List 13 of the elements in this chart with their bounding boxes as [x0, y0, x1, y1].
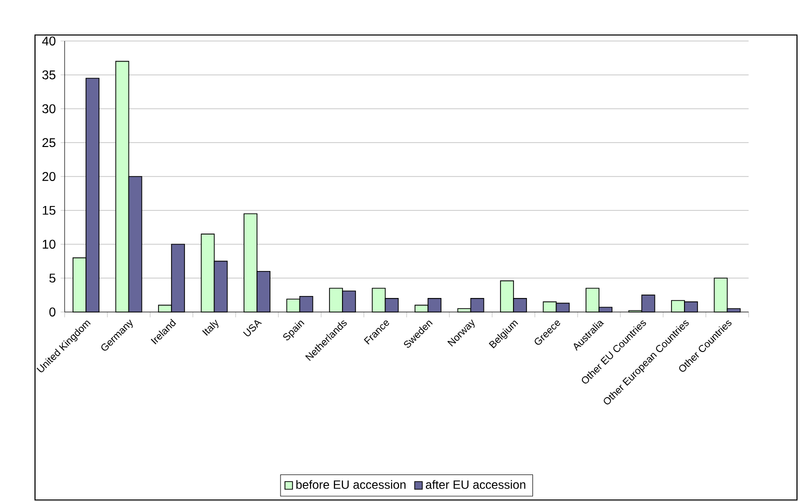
y-tick-label: 0: [49, 308, 56, 316]
legend-label: before EU accession: [296, 480, 406, 489]
y-tick-label: 40: [42, 36, 56, 46]
legend-label: after EU accession: [426, 480, 526, 489]
x-tick-label: Italy: [202, 320, 218, 336]
y-tick-label: 5: [49, 274, 56, 283]
y-tick-label: 35: [42, 70, 56, 80]
y-tick-label: 25: [42, 138, 56, 148]
x-tick-label: USA: [243, 320, 262, 336]
y-tick-label: 30: [42, 104, 56, 114]
y-tick-label: 15: [42, 206, 56, 215]
y-tick-label: 10: [42, 240, 56, 249]
y-tick-label: 20: [42, 172, 56, 181]
